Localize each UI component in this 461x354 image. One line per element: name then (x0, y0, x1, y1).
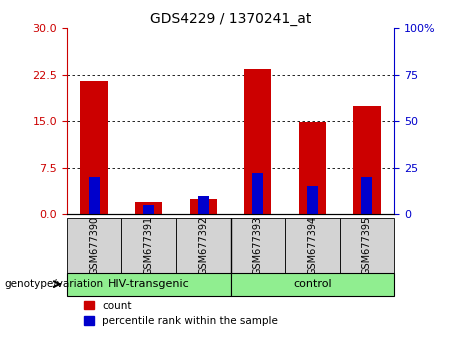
Bar (299, 122, 326, 214)
Text: HIV-transgenic: HIV-transgenic (108, 279, 189, 289)
Text: control: control (293, 279, 331, 289)
FancyBboxPatch shape (176, 218, 230, 273)
Bar (135, 202, 162, 214)
Text: GSM677395: GSM677395 (362, 216, 372, 275)
FancyBboxPatch shape (67, 218, 121, 273)
Text: GSM677394: GSM677394 (307, 216, 317, 275)
Legend: count, percentile rank within the sample: count, percentile rank within the sample (83, 301, 278, 326)
Title: GDS4229 / 1370241_at: GDS4229 / 1370241_at (150, 12, 311, 26)
FancyBboxPatch shape (67, 273, 230, 296)
Text: GSM677393: GSM677393 (253, 216, 263, 275)
FancyBboxPatch shape (230, 218, 285, 273)
Bar (361, 177, 372, 214)
Text: GSM677390: GSM677390 (89, 216, 99, 275)
Bar (198, 195, 209, 214)
Text: GSM677391: GSM677391 (144, 216, 154, 275)
FancyBboxPatch shape (340, 218, 394, 273)
Bar (244, 69, 272, 214)
FancyBboxPatch shape (121, 218, 176, 273)
Bar (307, 186, 318, 214)
FancyBboxPatch shape (285, 218, 340, 273)
Text: genotype/variation: genotype/variation (5, 279, 104, 289)
Bar (353, 106, 380, 214)
Bar (81, 81, 108, 214)
Bar (89, 177, 100, 214)
Text: GSM677392: GSM677392 (198, 216, 208, 275)
Bar (189, 199, 217, 214)
Bar (252, 173, 263, 214)
Bar (143, 205, 154, 214)
FancyBboxPatch shape (230, 273, 394, 296)
